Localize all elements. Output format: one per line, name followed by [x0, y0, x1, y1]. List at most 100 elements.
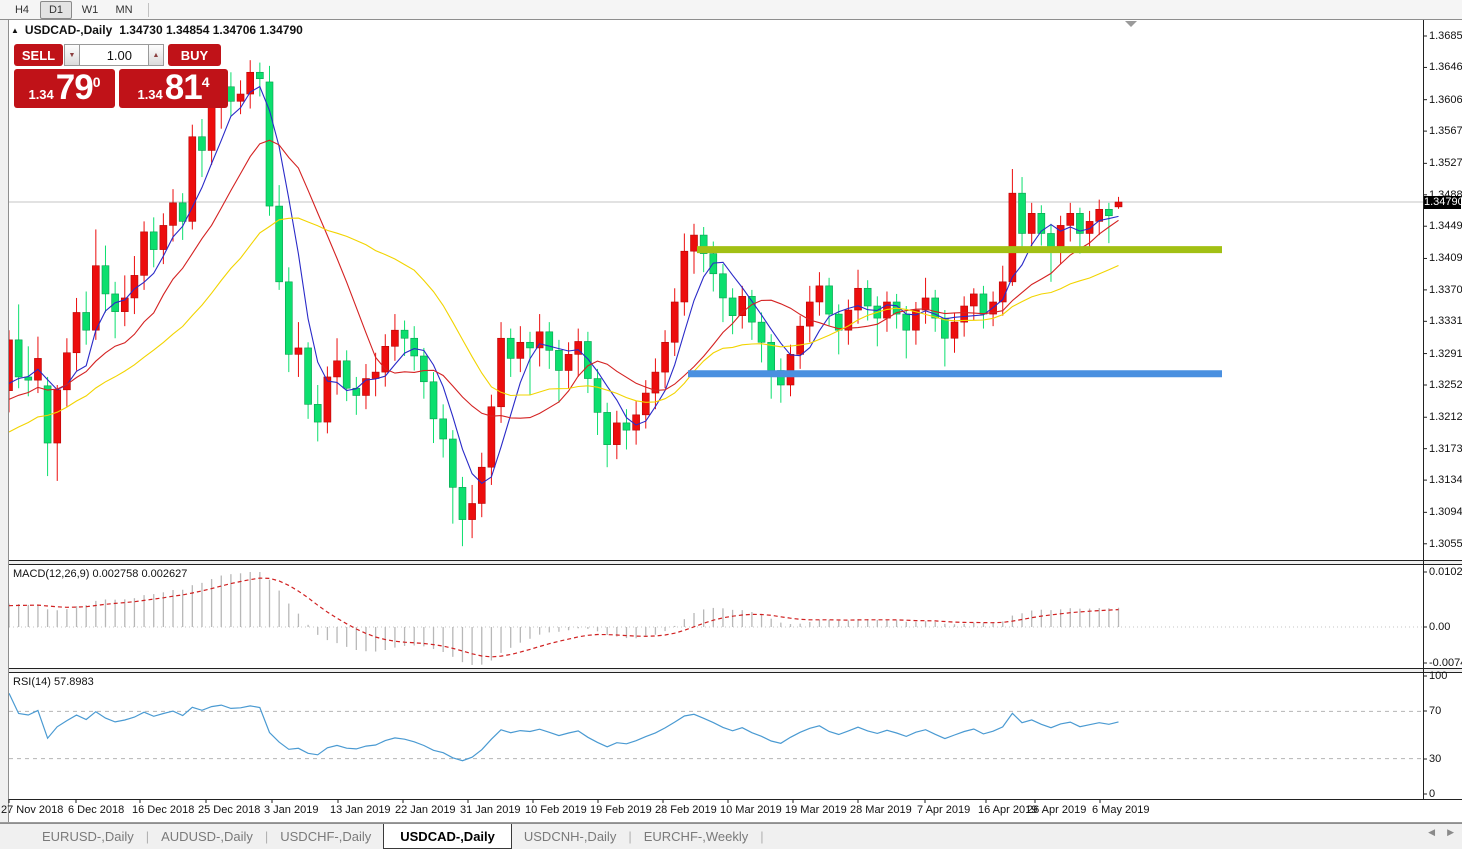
price-axis-label: 1.34490: [1429, 220, 1462, 233]
chart-tab-usdchf-daily[interactable]: USDCHF-,Daily: [280, 829, 372, 844]
rsi-value: 57.8983: [53, 676, 94, 688]
date-axis-label: 13 Jan 2019: [330, 804, 391, 816]
overlay-ma-mid-line: [8, 139, 1119, 419]
tab-separator: |: [264, 829, 269, 844]
tab-separator: |: [760, 829, 764, 844]
sell-price-sup: 0: [92, 74, 101, 90]
tab-scroll-right-icon[interactable]: ▶: [1447, 827, 1454, 837]
window-left-margin: [0, 20, 9, 822]
rsi-panel-bg: [9, 673, 1462, 799]
date-axis-label: 6 May 2019: [1092, 804, 1150, 816]
chart-symbol-label: USDCAD-,Daily: [24, 23, 113, 37]
sell-price-big: 79: [55, 68, 94, 107]
macd-axis-label: -0.007477: [1429, 657, 1462, 669]
trade-prices-row: 1.34 79 0 1.34 81 4: [14, 69, 230, 108]
rsi-axis-label: 100: [1429, 670, 1448, 682]
buy-price-sup: 4: [201, 74, 210, 90]
price-axis-label: 1.31730: [1429, 442, 1462, 455]
macd-axis-label: 0.00: [1429, 621, 1451, 633]
date-axis-label: 6 Dec 2018: [68, 804, 125, 816]
rsi-title: RSI(14): [13, 676, 51, 688]
chart-ohlc-values: 1.34730 1.34854 1.34706 1.34790: [119, 23, 303, 37]
chart-tab-eurusd-daily[interactable]: EURUSD-,Daily: [42, 829, 134, 844]
date-axis-label: 10 Feb 2019: [525, 804, 587, 816]
date-axis-label: 28 Feb 2019: [655, 804, 717, 816]
date-axis-label: 28 Mar 2019: [850, 804, 912, 816]
date-axis-label: 10 Mar 2019: [720, 804, 782, 816]
tab-separator: |: [145, 829, 150, 844]
timeframe-toolbar: H4 D1 W1 MN: [0, 0, 1462, 20]
price-axis-label: 1.36060: [1429, 93, 1462, 106]
price-axis-label: 1.31340: [1429, 474, 1462, 487]
chart-tab-usdcnh-daily[interactable]: USDCNH-,Daily: [523, 829, 617, 844]
date-axis-label: 16 Dec 2018: [132, 804, 195, 816]
macd-label: MACD(12,26,9) 0.002758 0.002627: [13, 568, 187, 580]
date-axis-label: 19 Feb 2019: [590, 804, 652, 816]
tab-scroll-controls: ◀ ▶: [1428, 827, 1454, 838]
buy-price-big: 81: [164, 68, 203, 107]
price-axis-label: 1.36850: [1429, 30, 1462, 42]
chart-tab-eurchf-weekly[interactable]: EURCHF-,Weekly: [643, 829, 749, 844]
bid-price-tag: 1.34790: [1424, 195, 1462, 209]
sell-price-small: 1.34: [28, 87, 54, 102]
macd-signal-line: [8, 577, 1119, 658]
rsi-label: RSI(14) 57.8983: [13, 676, 94, 688]
date-strip-bg: [9, 799, 1462, 822]
rsi-axis-label: 30: [1429, 753, 1442, 765]
separator-main-macd: [9, 560, 1462, 565]
date-axis-label: 27 Nov 2018: [1, 804, 64, 816]
date-axis-label: 25 Dec 2018: [198, 804, 261, 816]
candlestick-layer: [5, 60, 1123, 547]
rsi-line: [8, 692, 1119, 762]
buy-price-small: 1.34: [137, 87, 163, 102]
timeframe-button-w1[interactable]: W1: [81, 3, 99, 16]
volume-increase-button[interactable]: ▲: [148, 44, 164, 66]
price-axis-label: 1.36460: [1429, 61, 1462, 74]
volume-decrease-button[interactable]: ▼: [64, 44, 80, 66]
timeframe-button-mn[interactable]: MN: [115, 3, 133, 16]
date-axis-label: 31 Jan 2019: [460, 804, 521, 816]
sell-button[interactable]: SELL: [14, 44, 63, 66]
date-axis-label: 3 Jan 2019: [264, 804, 319, 816]
price-axis-label: 1.33310: [1429, 315, 1462, 328]
separator-macd-rsi: [9, 668, 1462, 673]
macd-panel-bg: [9, 565, 1462, 668]
collapse-triangle-icon[interactable]: ▲: [11, 25, 19, 35]
price-axis-label: 1.35270: [1429, 157, 1462, 170]
macd-histogram: [8, 572, 1120, 665]
chart-tab-audusd-daily[interactable]: AUDUSD-,Daily: [161, 829, 253, 844]
chart-tab-bar: EURUSD-,Daily | AUDUSD-,Daily | USDCHF-,Dail…: [0, 823, 1462, 849]
rsi-axis-label: 0: [1429, 788, 1436, 800]
tab-separator: |: [628, 829, 632, 844]
price-axis-label: 1.32120: [1429, 411, 1462, 424]
date-axis-label: 22 Jan 2019: [395, 804, 456, 816]
price-axis-label: 1.32520: [1429, 378, 1462, 391]
tab-scroll-left-icon[interactable]: ◀: [1428, 827, 1436, 837]
one-click-trading-panel: SELL ▼ ▲ BUY 1.34 79 0 1.34 81 4: [14, 44, 230, 108]
rsi-axis-label: 70: [1429, 705, 1442, 717]
macd-value-signal: 0.002627: [141, 568, 188, 580]
price-axis-label: 1.32910: [1429, 347, 1462, 360]
date-axis-label: 16 Apr 2019: [978, 804, 1038, 816]
price-axis-label: 1.35670: [1429, 125, 1462, 138]
buy-price-box[interactable]: 1.34 81 4: [119, 69, 228, 108]
macd-title: MACD(12,26,9): [13, 568, 90, 580]
date-axis-label: 26 Apr 2019: [1027, 804, 1087, 816]
buy-button[interactable]: BUY: [168, 44, 221, 66]
price-axis-label: 1.33700: [1429, 283, 1462, 296]
date-axis-label: 19 Mar 2019: [785, 804, 847, 816]
timeframe-button-d1[interactable]: D1: [40, 0, 72, 19]
chart-tab-usdcad-daily[interactable]: USDCAD-,Daily: [383, 824, 512, 849]
volume-input[interactable]: [80, 44, 148, 66]
overlay-ma-slow-line: [8, 217, 1119, 433]
toolbar-divider: [148, 2, 149, 17]
chart-shift-marker-icon: [1125, 21, 1137, 27]
timeframe-button-h4[interactable]: H4: [14, 3, 30, 16]
date-axis-label: 7 Apr 2019: [917, 804, 971, 816]
sell-price-box[interactable]: 1.34 79 0: [14, 69, 115, 108]
chart-title: ▲ USDCAD-,Daily 1.34730 1.34854 1.34706 …: [11, 23, 303, 37]
trade-controls-row: SELL ▼ ▲ BUY: [14, 44, 230, 66]
